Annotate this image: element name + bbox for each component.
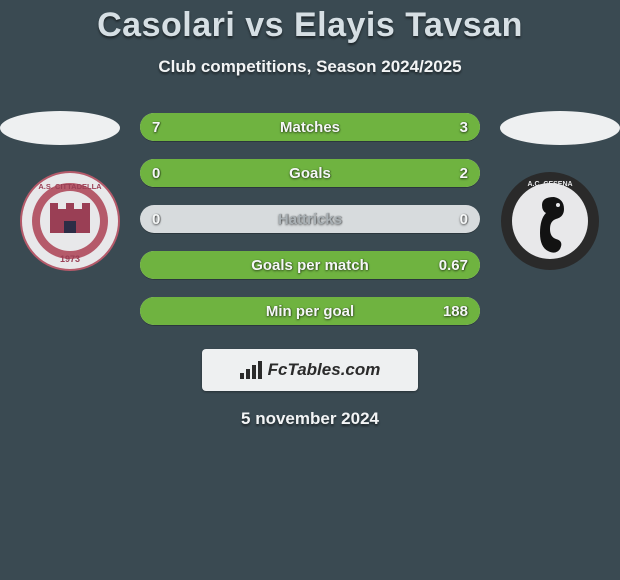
brand-inner: FcTables.com [240, 360, 381, 380]
cesena-crest-icon: A.C. CESENA [500, 171, 600, 271]
date-text: 5 november 2024 [241, 409, 379, 429]
brand-box[interactable]: FcTables.com [202, 349, 418, 391]
stat-label: Goals [140, 159, 480, 187]
comparison-area: 1973 A.S. CITTADELLA A.C. CESENA 7Matche… [0, 113, 620, 325]
badge-right-text: A.C. CESENA [527, 181, 572, 188]
cittadella-crest-icon: 1973 A.S. CITTADELLA [20, 171, 120, 271]
stat-value-right: 0.67 [439, 257, 468, 274]
stat-label: Goals per match [140, 251, 480, 279]
ellipse-shadow-left [0, 111, 120, 145]
stat-value-right: 0 [460, 211, 468, 228]
badge-left-year: 1973 [60, 254, 80, 264]
badge-left-text: A.S. CITTADELLA [38, 182, 102, 191]
stat-row: 0Goals2 [140, 159, 480, 187]
stat-value-right: 3 [460, 119, 468, 136]
page-title: Casolari vs Elayis Tavsan [97, 6, 523, 45]
team-badge-left: 1973 A.S. CITTADELLA [20, 171, 120, 271]
page-subtitle: Club competitions, Season 2024/2025 [158, 57, 461, 77]
stat-rows: 7Matches30Goals20Hattricks0Goals per mat… [140, 113, 480, 325]
stat-value-right: 188 [443, 303, 468, 320]
stat-value-right: 2 [460, 165, 468, 182]
stat-label: Min per goal [140, 297, 480, 325]
stat-label: Matches [140, 113, 480, 141]
bar-chart-icon [240, 361, 262, 379]
stat-row: Goals per match0.67 [140, 251, 480, 279]
brand-text: FcTables.com [268, 360, 381, 380]
stat-label: Hattricks [140, 205, 480, 233]
team-badge-right: A.C. CESENA [500, 171, 600, 271]
ellipse-shadow-right [500, 111, 620, 145]
stat-row: 0Hattricks0 [140, 205, 480, 233]
content-root: Casolari vs Elayis Tavsan Club competiti… [0, 0, 620, 580]
stat-row: Min per goal188 [140, 297, 480, 325]
stat-row: 7Matches3 [140, 113, 480, 141]
